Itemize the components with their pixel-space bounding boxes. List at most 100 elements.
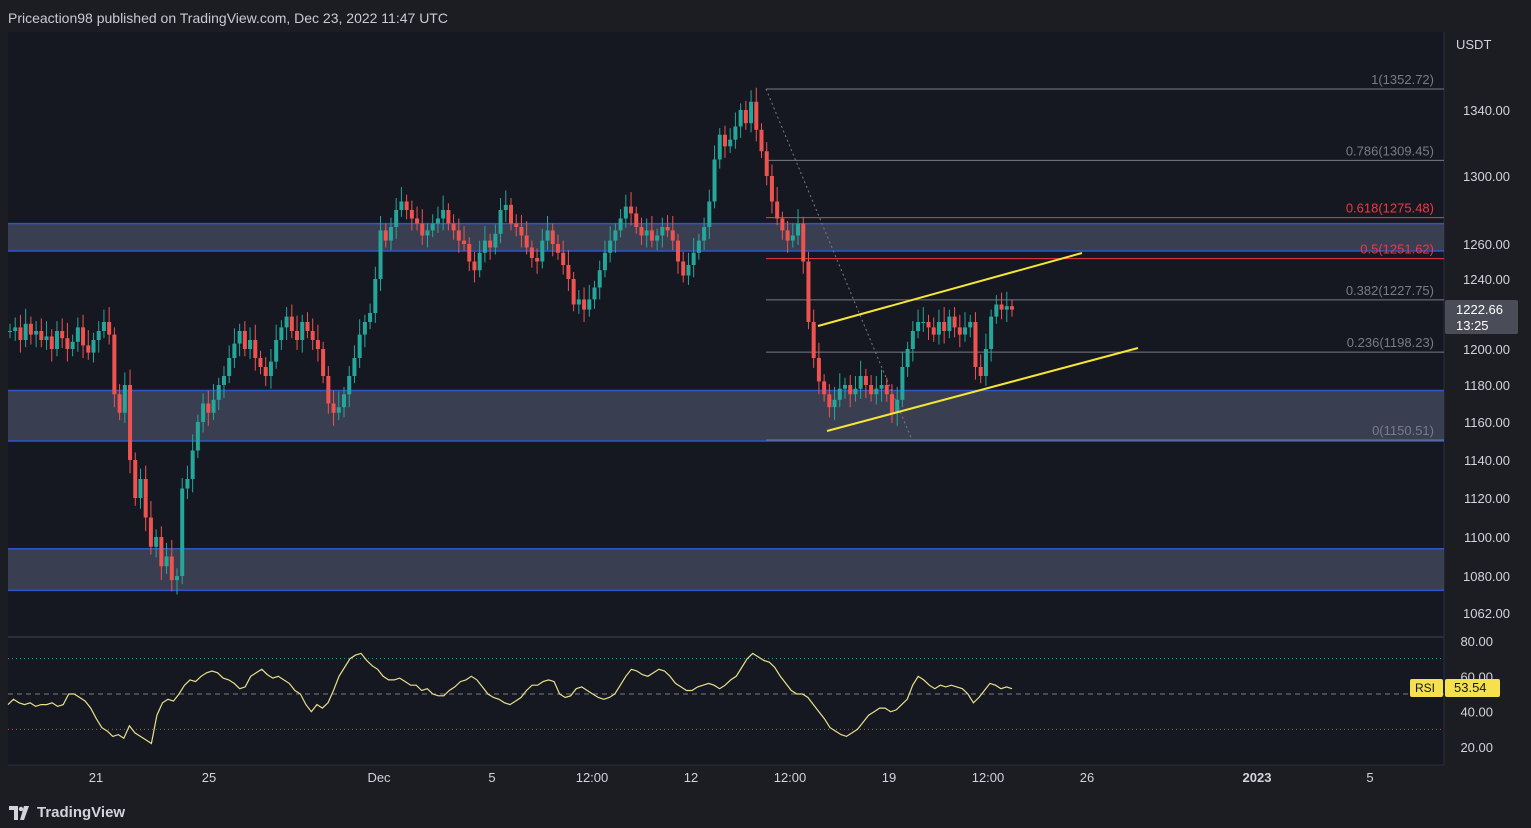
- candle-body: [921, 322, 926, 323]
- candle-body: [696, 240, 701, 253]
- candle-body: [931, 327, 936, 335]
- candle-body: [900, 367, 905, 400]
- candle-body: [754, 101, 759, 130]
- candle-body: [331, 403, 336, 413]
- candle-body: [13, 327, 18, 331]
- candle-body: [263, 367, 268, 376]
- price-chart[interactable]: 1(1352.72) 0.786(1309.45) 0.618(1275.48) 0.…: [0, 0, 1531, 798]
- candlestick-series: [8, 87, 1014, 595]
- candle-body: [686, 265, 691, 276]
- rsi-tick-label: 20.00: [1460, 740, 1493, 755]
- candle-body: [889, 394, 894, 413]
- time-tick-label: 5: [488, 770, 495, 785]
- candle-body: [456, 230, 461, 241]
- candle-body: [415, 218, 420, 224]
- candle-body: [467, 244, 472, 262]
- candle-body: [639, 227, 644, 236]
- candle-body: [128, 385, 133, 460]
- tradingview-logo[interactable]: TradingView: [9, 804, 125, 821]
- price-tick-label: 1120.00: [1464, 491, 1510, 506]
- candle-body: [722, 134, 727, 147]
- candle-body: [796, 223, 801, 236]
- candle-body: [592, 287, 597, 300]
- candle-body: [441, 210, 446, 219]
- time-tick-label: 12:00: [774, 770, 807, 785]
- candle-body: [175, 576, 179, 581]
- candle-body: [910, 331, 915, 349]
- fibonacci-retracement: 1(1352.72) 0.786(1309.45) 0.618(1275.48) 0.…: [765, 72, 1444, 441]
- candle-body: [211, 399, 216, 413]
- candle-body: [164, 556, 169, 567]
- price-tick-label: 1340.00: [1463, 103, 1510, 118]
- candle-body: [822, 381, 827, 395]
- candle-body: [529, 247, 534, 258]
- candle-body: [368, 313, 373, 322]
- candle-body: [561, 252, 566, 265]
- candle-body: [300, 322, 305, 340]
- time-tick-label: 12: [684, 770, 698, 785]
- candle-body: [477, 252, 482, 271]
- candle-body: [148, 517, 153, 547]
- candle-body: [347, 376, 352, 395]
- ascending-channel: [817, 252, 1139, 432]
- candle-body: [54, 331, 59, 349]
- candle-body: [242, 331, 247, 349]
- rsi-line: [7, 652, 1013, 745]
- fib-level-label: 0(1150.51): [1372, 423, 1434, 438]
- candle-body: [555, 244, 560, 253]
- publisher-line: Priceaction98 published on TradingView.c…: [8, 10, 448, 26]
- candle-body: [190, 450, 195, 479]
- candle-body: [425, 230, 430, 236]
- time-tick-label: 21: [89, 770, 103, 785]
- candle-body: [138, 479, 143, 498]
- bar-countdown: 13:25: [1456, 318, 1489, 333]
- candle-body: [86, 345, 91, 353]
- candle-body: [310, 331, 315, 340]
- rsi-value-tag: RSI 53.54: [1410, 679, 1500, 697]
- price-tick-label: 1140.00: [1464, 453, 1510, 468]
- last-price-tag: 1222.66 13:25: [1445, 300, 1518, 334]
- candle-body: [248, 340, 253, 349]
- fib-level-label: 1(1352.72): [1371, 72, 1434, 87]
- candle-body: [420, 223, 425, 236]
- rsi-tick-label: 80.00: [1460, 634, 1493, 649]
- candle-body: [195, 422, 200, 451]
- fib-level-label: 0.236(1198.23): [1347, 335, 1434, 350]
- zone-band: [8, 548, 1444, 591]
- candle-body: [811, 322, 816, 358]
- candle-body: [733, 126, 738, 140]
- candle-body: [91, 340, 96, 353]
- candle-body: [274, 340, 279, 362]
- candle-body: [999, 304, 1004, 310]
- fib-level-label: 0.786(1309.45): [1346, 143, 1434, 158]
- candle-body: [916, 322, 921, 331]
- fib-level-label: 0.5(1251.62): [1360, 242, 1434, 257]
- candle-body: [665, 227, 670, 231]
- candle-body: [837, 388, 842, 400]
- candle-body: [769, 176, 774, 202]
- candle-body: [18, 327, 23, 340]
- candle-body: [597, 270, 602, 288]
- time-tick-label: 25: [202, 770, 216, 785]
- candle-body: [947, 316, 952, 331]
- time-axis[interactable]: 21 25 Dec 5 12:00 12 12:00 19 12:00 26 2023 5: [89, 770, 1374, 785]
- candle-body: [670, 230, 675, 241]
- candle-body: [545, 230, 550, 241]
- candle-body: [629, 206, 634, 214]
- candle-body: [759, 129, 764, 152]
- price-tick-label: 1300.00: [1463, 169, 1510, 184]
- candle-body: [963, 327, 968, 335]
- candle-body: [362, 322, 367, 335]
- candle-body: [34, 331, 39, 335]
- price-axis[interactable]: 1340.001300.001260.001240.001220.001200.…: [1460, 103, 1510, 755]
- candle-body: [707, 201, 712, 227]
- candle-body: [28, 323, 33, 335]
- candle-body: [112, 334, 117, 395]
- candle-body: [383, 230, 388, 241]
- candle-body: [488, 240, 493, 248]
- candle-body: [49, 336, 54, 349]
- candle-body: [566, 265, 571, 279]
- zone-band: [8, 223, 1444, 251]
- candle-body: [749, 101, 754, 124]
- candle-body: [691, 252, 696, 265]
